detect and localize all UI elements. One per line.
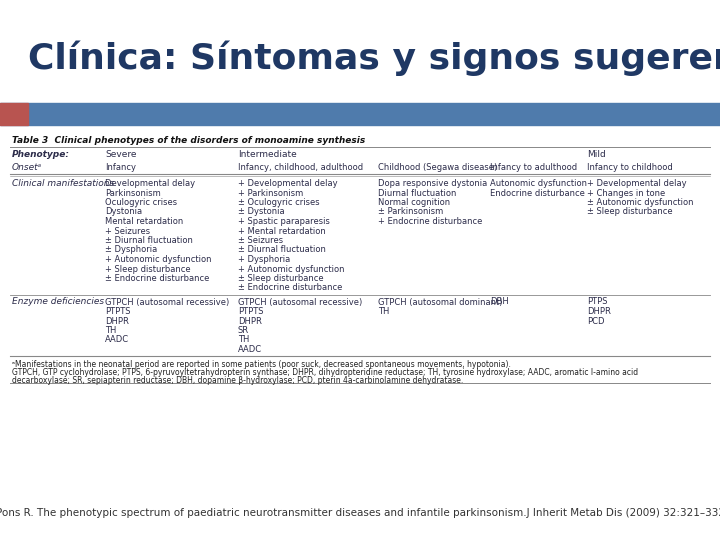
Text: Dopa responsive dystonia: Dopa responsive dystonia bbox=[378, 179, 487, 188]
Text: DBH: DBH bbox=[490, 298, 509, 307]
Text: Parkinsonism: Parkinsonism bbox=[105, 188, 161, 198]
Text: + Autonomic dysfunction: + Autonomic dysfunction bbox=[105, 255, 212, 264]
Text: ± Diurnal fluctuation: ± Diurnal fluctuation bbox=[105, 236, 193, 245]
Text: ± Autonomic dysfunction: ± Autonomic dysfunction bbox=[587, 198, 693, 207]
Text: Intermediate: Intermediate bbox=[238, 150, 297, 159]
Text: + Spastic paraparesis: + Spastic paraparesis bbox=[238, 217, 330, 226]
Text: Phenotype:: Phenotype: bbox=[12, 150, 70, 159]
Text: Onsetᵃ: Onsetᵃ bbox=[12, 163, 42, 172]
Text: ᵃManifestations in the neonatal period are reported in some patients (poor suck,: ᵃManifestations in the neonatal period a… bbox=[12, 360, 511, 369]
Text: TH: TH bbox=[238, 335, 249, 345]
Text: Infancy to adulthood: Infancy to adulthood bbox=[490, 163, 577, 172]
Text: Autonomic dysfunction: Autonomic dysfunction bbox=[490, 179, 587, 188]
Text: Childhood (Segawa disease): Childhood (Segawa disease) bbox=[378, 163, 498, 172]
Text: Endocrine disturbance: Endocrine disturbance bbox=[490, 188, 585, 198]
Text: TH: TH bbox=[378, 307, 390, 316]
Text: + Seizures: + Seizures bbox=[105, 226, 150, 235]
Text: GTPCH, GTP cyclohydrolase; PTPS, 6-pyruvoyltetrahydropterin synthase; DHPR, dihy: GTPCH, GTP cyclohydrolase; PTPS, 6-pyruv… bbox=[12, 368, 638, 377]
Text: GTPCH (autosomal dominant): GTPCH (autosomal dominant) bbox=[378, 298, 503, 307]
Text: + Changes in tone: + Changes in tone bbox=[587, 188, 665, 198]
Text: Enzyme deficiencies: Enzyme deficiencies bbox=[12, 298, 104, 307]
Text: Severe: Severe bbox=[105, 150, 137, 159]
Text: Infancy, childhood, adulthood: Infancy, childhood, adulthood bbox=[238, 163, 363, 172]
Text: Normal cognition: Normal cognition bbox=[378, 198, 450, 207]
Text: DHPR: DHPR bbox=[587, 307, 611, 316]
Text: PTPTS: PTPTS bbox=[238, 307, 264, 316]
Text: Mild: Mild bbox=[587, 150, 606, 159]
Text: Dystonia: Dystonia bbox=[105, 207, 142, 217]
Text: PTPS: PTPS bbox=[587, 298, 608, 307]
Text: + Dysphoria: + Dysphoria bbox=[238, 255, 290, 264]
Text: AADC: AADC bbox=[105, 335, 129, 345]
Text: Clinical manifestations: Clinical manifestations bbox=[12, 179, 114, 188]
Text: ± Endocrine disturbance: ± Endocrine disturbance bbox=[105, 274, 210, 283]
Text: + Developmental delay: + Developmental delay bbox=[238, 179, 338, 188]
Text: decarboxylase; SR, sepiapterin reductase; DBH, dopamine β-hydroxylase; PCD, pter: decarboxylase; SR, sepiapterin reductase… bbox=[12, 376, 463, 385]
Text: AADC: AADC bbox=[238, 345, 262, 354]
Text: GTPCH (autosomal recessive): GTPCH (autosomal recessive) bbox=[238, 298, 362, 307]
Text: ± Diurnal fluctuation: ± Diurnal fluctuation bbox=[238, 246, 326, 254]
Text: ± Dystonia: ± Dystonia bbox=[238, 207, 284, 217]
Text: Developmental delay: Developmental delay bbox=[105, 179, 195, 188]
Text: PCD: PCD bbox=[587, 316, 605, 326]
Bar bbox=[0, 103, 720, 125]
Text: + Parkinsonism: + Parkinsonism bbox=[238, 188, 303, 198]
Text: Infancy: Infancy bbox=[105, 163, 136, 172]
Text: Oculogyric crises: Oculogyric crises bbox=[105, 198, 177, 207]
Text: Clínica: Síntomas y signos sugerentes: Clínica: Síntomas y signos sugerentes bbox=[28, 40, 720, 76]
Text: + Endocrine disturbance: + Endocrine disturbance bbox=[378, 217, 482, 226]
Text: ± Oculogyric crises: ± Oculogyric crises bbox=[238, 198, 320, 207]
Text: DHPR: DHPR bbox=[105, 316, 129, 326]
Text: Infancy to childhood: Infancy to childhood bbox=[587, 163, 672, 172]
Text: Table 3  Clinical phenotypes of the disorders of monoamine synthesis: Table 3 Clinical phenotypes of the disor… bbox=[12, 136, 365, 145]
Text: ± Sleep disturbance: ± Sleep disturbance bbox=[238, 274, 323, 283]
Bar bbox=[0, 103, 28, 125]
Text: + Developmental delay: + Developmental delay bbox=[587, 179, 687, 188]
Text: + Sleep disturbance: + Sleep disturbance bbox=[105, 265, 191, 273]
Text: PTPTS: PTPTS bbox=[105, 307, 130, 316]
Text: DHPR: DHPR bbox=[238, 316, 262, 326]
Text: ± Sleep disturbance: ± Sleep disturbance bbox=[587, 207, 672, 217]
Text: ± Dysphoria: ± Dysphoria bbox=[105, 246, 157, 254]
Text: SR: SR bbox=[238, 326, 249, 335]
Text: ± Seizures: ± Seizures bbox=[238, 236, 283, 245]
Text: GTPCH (autosomal recessive): GTPCH (autosomal recessive) bbox=[105, 298, 229, 307]
Text: Pons R. The phenotypic spectrum of paediatric neurotransmitter diseases and infa: Pons R. The phenotypic spectrum of paedi… bbox=[0, 508, 720, 518]
Text: + Autonomic dysfunction: + Autonomic dysfunction bbox=[238, 265, 344, 273]
Text: Mental retardation: Mental retardation bbox=[105, 217, 184, 226]
Text: + Mental retardation: + Mental retardation bbox=[238, 226, 325, 235]
Text: Diurnal fluctuation: Diurnal fluctuation bbox=[378, 188, 456, 198]
Text: ± Endocrine disturbance: ± Endocrine disturbance bbox=[238, 284, 343, 293]
Text: TH: TH bbox=[105, 326, 117, 335]
Text: ± Parkinsonism: ± Parkinsonism bbox=[378, 207, 444, 217]
